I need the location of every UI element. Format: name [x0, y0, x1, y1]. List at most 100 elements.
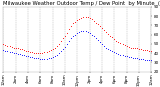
Point — [129, 56, 132, 58]
Point — [14, 47, 17, 48]
Point — [76, 19, 79, 20]
Point — [84, 30, 87, 32]
Point — [6, 51, 9, 52]
Point — [99, 26, 101, 27]
Point — [35, 52, 38, 54]
Point — [146, 59, 148, 60]
Point — [111, 37, 114, 38]
Point — [111, 51, 114, 52]
Point — [72, 23, 75, 24]
Point — [72, 36, 75, 37]
Point — [92, 20, 95, 21]
Point — [132, 47, 134, 48]
Point — [74, 21, 76, 22]
Point — [56, 45, 58, 46]
Point — [74, 34, 76, 35]
Point — [49, 57, 52, 58]
Point — [53, 55, 56, 57]
Point — [84, 16, 87, 18]
Point — [14, 52, 17, 54]
Point — [109, 35, 112, 36]
Point — [37, 52, 40, 54]
Point — [134, 57, 136, 58]
Point — [64, 46, 66, 47]
Point — [97, 39, 99, 41]
Point — [142, 50, 144, 51]
Point — [125, 55, 128, 57]
Point — [101, 27, 103, 29]
Point — [82, 30, 85, 32]
Point — [134, 48, 136, 49]
Point — [8, 52, 11, 53]
Point — [2, 43, 5, 45]
Point — [148, 59, 151, 60]
Point — [19, 49, 21, 50]
Point — [10, 46, 13, 47]
Point — [27, 55, 29, 57]
Point — [45, 52, 48, 53]
Point — [43, 52, 46, 53]
Point — [80, 17, 83, 19]
Point — [88, 17, 91, 19]
Point — [4, 44, 7, 46]
Point — [121, 54, 124, 56]
Point — [25, 55, 27, 57]
Point — [125, 45, 128, 46]
Point — [10, 52, 13, 53]
Point — [56, 54, 58, 56]
Point — [129, 47, 132, 48]
Point — [8, 45, 11, 46]
Point — [16, 53, 19, 55]
Point — [76, 32, 79, 33]
Point — [39, 58, 42, 59]
Point — [103, 45, 105, 46]
Point — [31, 52, 33, 53]
Point — [2, 50, 5, 51]
Point — [86, 31, 89, 33]
Point — [6, 45, 9, 46]
Point — [97, 24, 99, 25]
Point — [70, 26, 72, 27]
Point — [33, 52, 36, 54]
Point — [47, 57, 50, 58]
Point — [136, 57, 138, 58]
Point — [95, 38, 97, 39]
Point — [103, 29, 105, 31]
Point — [29, 56, 31, 58]
Point — [113, 39, 116, 40]
Point — [88, 32, 91, 33]
Point — [49, 50, 52, 51]
Point — [23, 54, 25, 56]
Point — [105, 47, 107, 48]
Text: Milwaukee Weather Outdoor Temp / Dew Point  by Minute  (24 Hours) (Alternate): Milwaukee Weather Outdoor Temp / Dew Poi… — [3, 1, 160, 6]
Point — [80, 30, 83, 32]
Point — [16, 48, 19, 49]
Point — [138, 58, 140, 59]
Point — [123, 55, 126, 57]
Point — [150, 59, 152, 60]
Point — [82, 16, 85, 18]
Point — [29, 52, 31, 53]
Point — [144, 50, 146, 51]
Point — [90, 18, 93, 19]
Point — [66, 43, 68, 45]
Point — [78, 31, 81, 33]
Point — [37, 57, 40, 58]
Point — [140, 49, 142, 50]
Point — [150, 51, 152, 52]
Point — [31, 56, 33, 58]
Point — [78, 18, 81, 19]
Point — [64, 35, 66, 36]
Point — [148, 51, 151, 52]
Point — [33, 57, 36, 58]
Point — [117, 53, 120, 55]
Point — [41, 58, 44, 59]
Point — [35, 57, 38, 58]
Point — [58, 52, 60, 54]
Point — [95, 22, 97, 23]
Point — [115, 40, 118, 42]
Point — [53, 47, 56, 48]
Point — [4, 51, 7, 52]
Point — [39, 52, 42, 54]
Point — [27, 51, 29, 52]
